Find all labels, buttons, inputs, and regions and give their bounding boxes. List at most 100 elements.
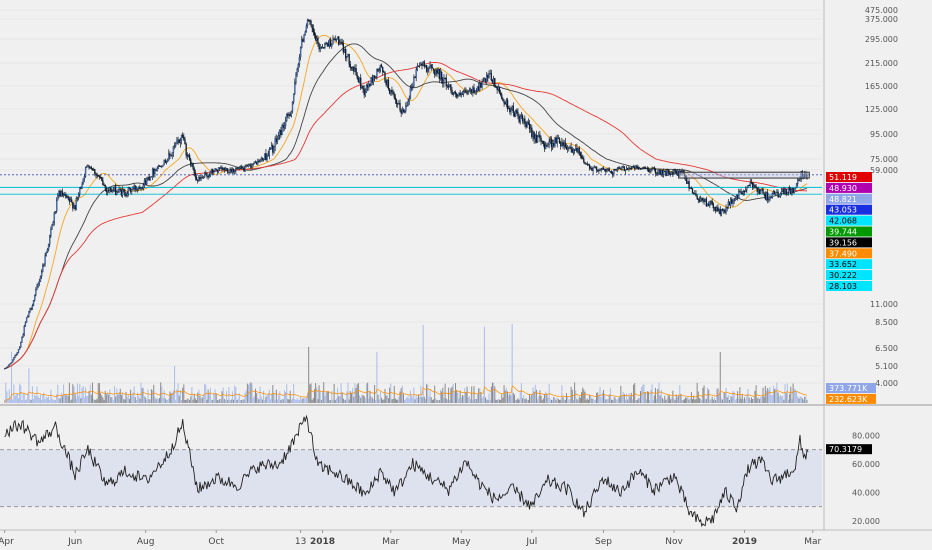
candle-body <box>35 289 37 296</box>
candle-body <box>745 189 747 192</box>
volume-bar <box>212 399 214 403</box>
candle-body <box>347 54 349 57</box>
candle-body <box>333 38 335 40</box>
candle-body <box>513 112 516 117</box>
candle-body <box>794 187 797 189</box>
volume-bar <box>315 383 317 403</box>
candle-body <box>754 185 756 187</box>
volume-bar <box>226 390 228 403</box>
candle-body <box>173 145 176 147</box>
volume-bar <box>720 398 722 403</box>
volume-bar <box>107 392 109 403</box>
volume-bar <box>187 398 189 403</box>
candle-body <box>116 191 118 195</box>
volume-bar <box>779 394 781 403</box>
volume-bar <box>320 399 322 403</box>
volume-bar <box>661 398 663 403</box>
candle-body <box>223 168 225 171</box>
candle-body <box>109 187 111 191</box>
candle-body <box>7 365 9 368</box>
volume-bar <box>510 395 512 403</box>
volume-bar <box>676 397 678 403</box>
price-badge-label: 48.930 <box>829 184 857 193</box>
candle-body <box>134 185 136 190</box>
candle-body <box>42 265 44 272</box>
volume-bar <box>96 398 98 403</box>
candle-body <box>232 169 235 172</box>
volume-bar <box>525 398 527 403</box>
volume-bar <box>205 384 207 403</box>
candle-body <box>89 167 91 169</box>
candle-body <box>384 72 386 82</box>
candle-body <box>536 136 539 143</box>
candle-body <box>369 83 371 86</box>
candle-body <box>635 165 637 169</box>
candle-body <box>179 139 182 144</box>
volume-bar <box>185 399 187 403</box>
volume-bar <box>741 394 743 403</box>
candle-body <box>392 91 394 94</box>
volume-bar <box>386 395 388 403</box>
volume-bar <box>235 387 237 403</box>
candle-body <box>341 41 343 44</box>
volume-bar <box>449 399 451 403</box>
volume-bar <box>601 392 603 403</box>
volume-bar <box>393 385 395 403</box>
volume-bar <box>285 392 287 403</box>
volume-bar <box>208 392 210 403</box>
candle-body <box>784 188 786 195</box>
candle-body <box>767 192 769 200</box>
candle-body <box>749 182 751 187</box>
candle-body <box>539 134 541 139</box>
volume-bar <box>660 389 662 403</box>
candle-body <box>335 39 338 41</box>
volume-bar <box>489 399 491 403</box>
date-tick-label: 2019 <box>732 537 757 547</box>
volume-bar <box>259 386 261 403</box>
volume-bar <box>673 398 675 403</box>
volume-bar <box>239 399 241 403</box>
price-badge <box>826 215 872 226</box>
volume-bar <box>618 397 620 403</box>
price-tick-label: 59.000 <box>870 166 898 175</box>
volume-bar <box>52 399 54 403</box>
candle-body <box>361 85 363 89</box>
volume-bar <box>468 396 470 403</box>
candle-body <box>499 92 502 95</box>
volume-bar <box>408 398 410 403</box>
volume-bar <box>94 399 96 403</box>
volume-bar <box>658 382 660 403</box>
volume-bar <box>108 394 110 403</box>
candle-body <box>345 48 347 59</box>
candle-body <box>788 187 791 190</box>
volume-bar <box>480 392 482 403</box>
candle-body <box>531 127 533 137</box>
candle-body <box>147 177 149 179</box>
candle-body <box>22 334 24 338</box>
volume-bar <box>184 399 186 403</box>
candle-body <box>445 78 447 87</box>
candle-body <box>637 166 639 170</box>
volume-bar <box>759 399 761 403</box>
candle-body <box>511 105 513 110</box>
date-tick-label: Apr <box>0 537 14 547</box>
candle-body <box>58 191 60 196</box>
volume-bar <box>86 395 88 403</box>
volume-bar <box>572 399 574 403</box>
candle-body <box>765 192 768 200</box>
volume-bar <box>264 399 266 403</box>
candle-body <box>191 163 193 166</box>
candle-body <box>92 168 95 171</box>
volume-bar <box>309 384 311 403</box>
candle-body <box>733 200 735 202</box>
volume-bar <box>768 389 770 403</box>
candle-body <box>295 74 297 83</box>
candle-body <box>53 212 55 223</box>
candle-body <box>338 36 340 45</box>
candle-body <box>142 184 145 189</box>
candle-body <box>291 102 294 112</box>
volume-bar <box>688 399 690 403</box>
volume-bar <box>791 399 793 403</box>
candle-body <box>67 196 69 199</box>
